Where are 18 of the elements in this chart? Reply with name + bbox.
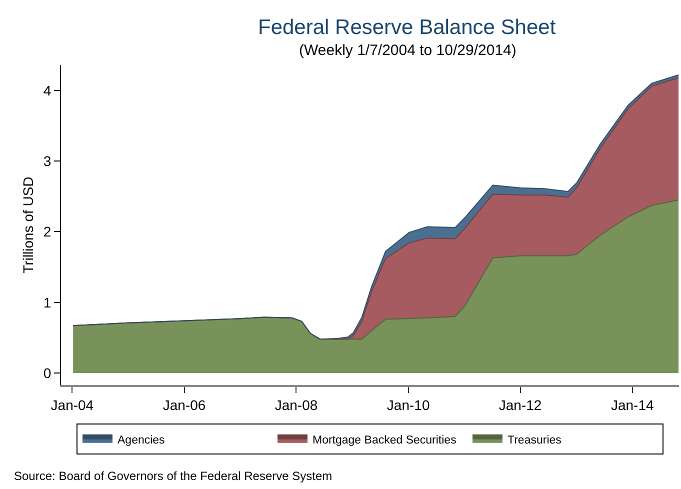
x-tick-label: Jan-10 [386, 396, 430, 413]
legend-label: Agencies [118, 434, 166, 446]
y-tick-label: 3 [43, 152, 52, 169]
x-tick-label: Jan-12 [498, 396, 542, 413]
y-tick-label: 0 [43, 364, 52, 381]
y-tick-label: 1 [43, 294, 52, 310]
x-tick-label: Jan-14 [610, 396, 654, 413]
y-tick-label: 2 [43, 224, 52, 240]
y-axis-title: Trillions of USD [20, 176, 36, 274]
source-note: Source: Board of Governors of the Federal Reserve System [14, 469, 332, 483]
chart-title: Federal Reserve Balance Sheet [258, 16, 556, 39]
legend-label: Treasuries [508, 434, 562, 446]
x-tick-label: Jan-08 [274, 396, 318, 413]
y-tick-label: 4 [43, 82, 52, 98]
chart-subtitle: (Weekly 1/7/2004 to 10/29/2014) [299, 42, 516, 59]
x-tick-label: Jan-04 [50, 396, 94, 413]
legend-label: Mortgage Backed Securities [312, 434, 457, 446]
x-tick-label: Jan-06 [162, 396, 206, 413]
